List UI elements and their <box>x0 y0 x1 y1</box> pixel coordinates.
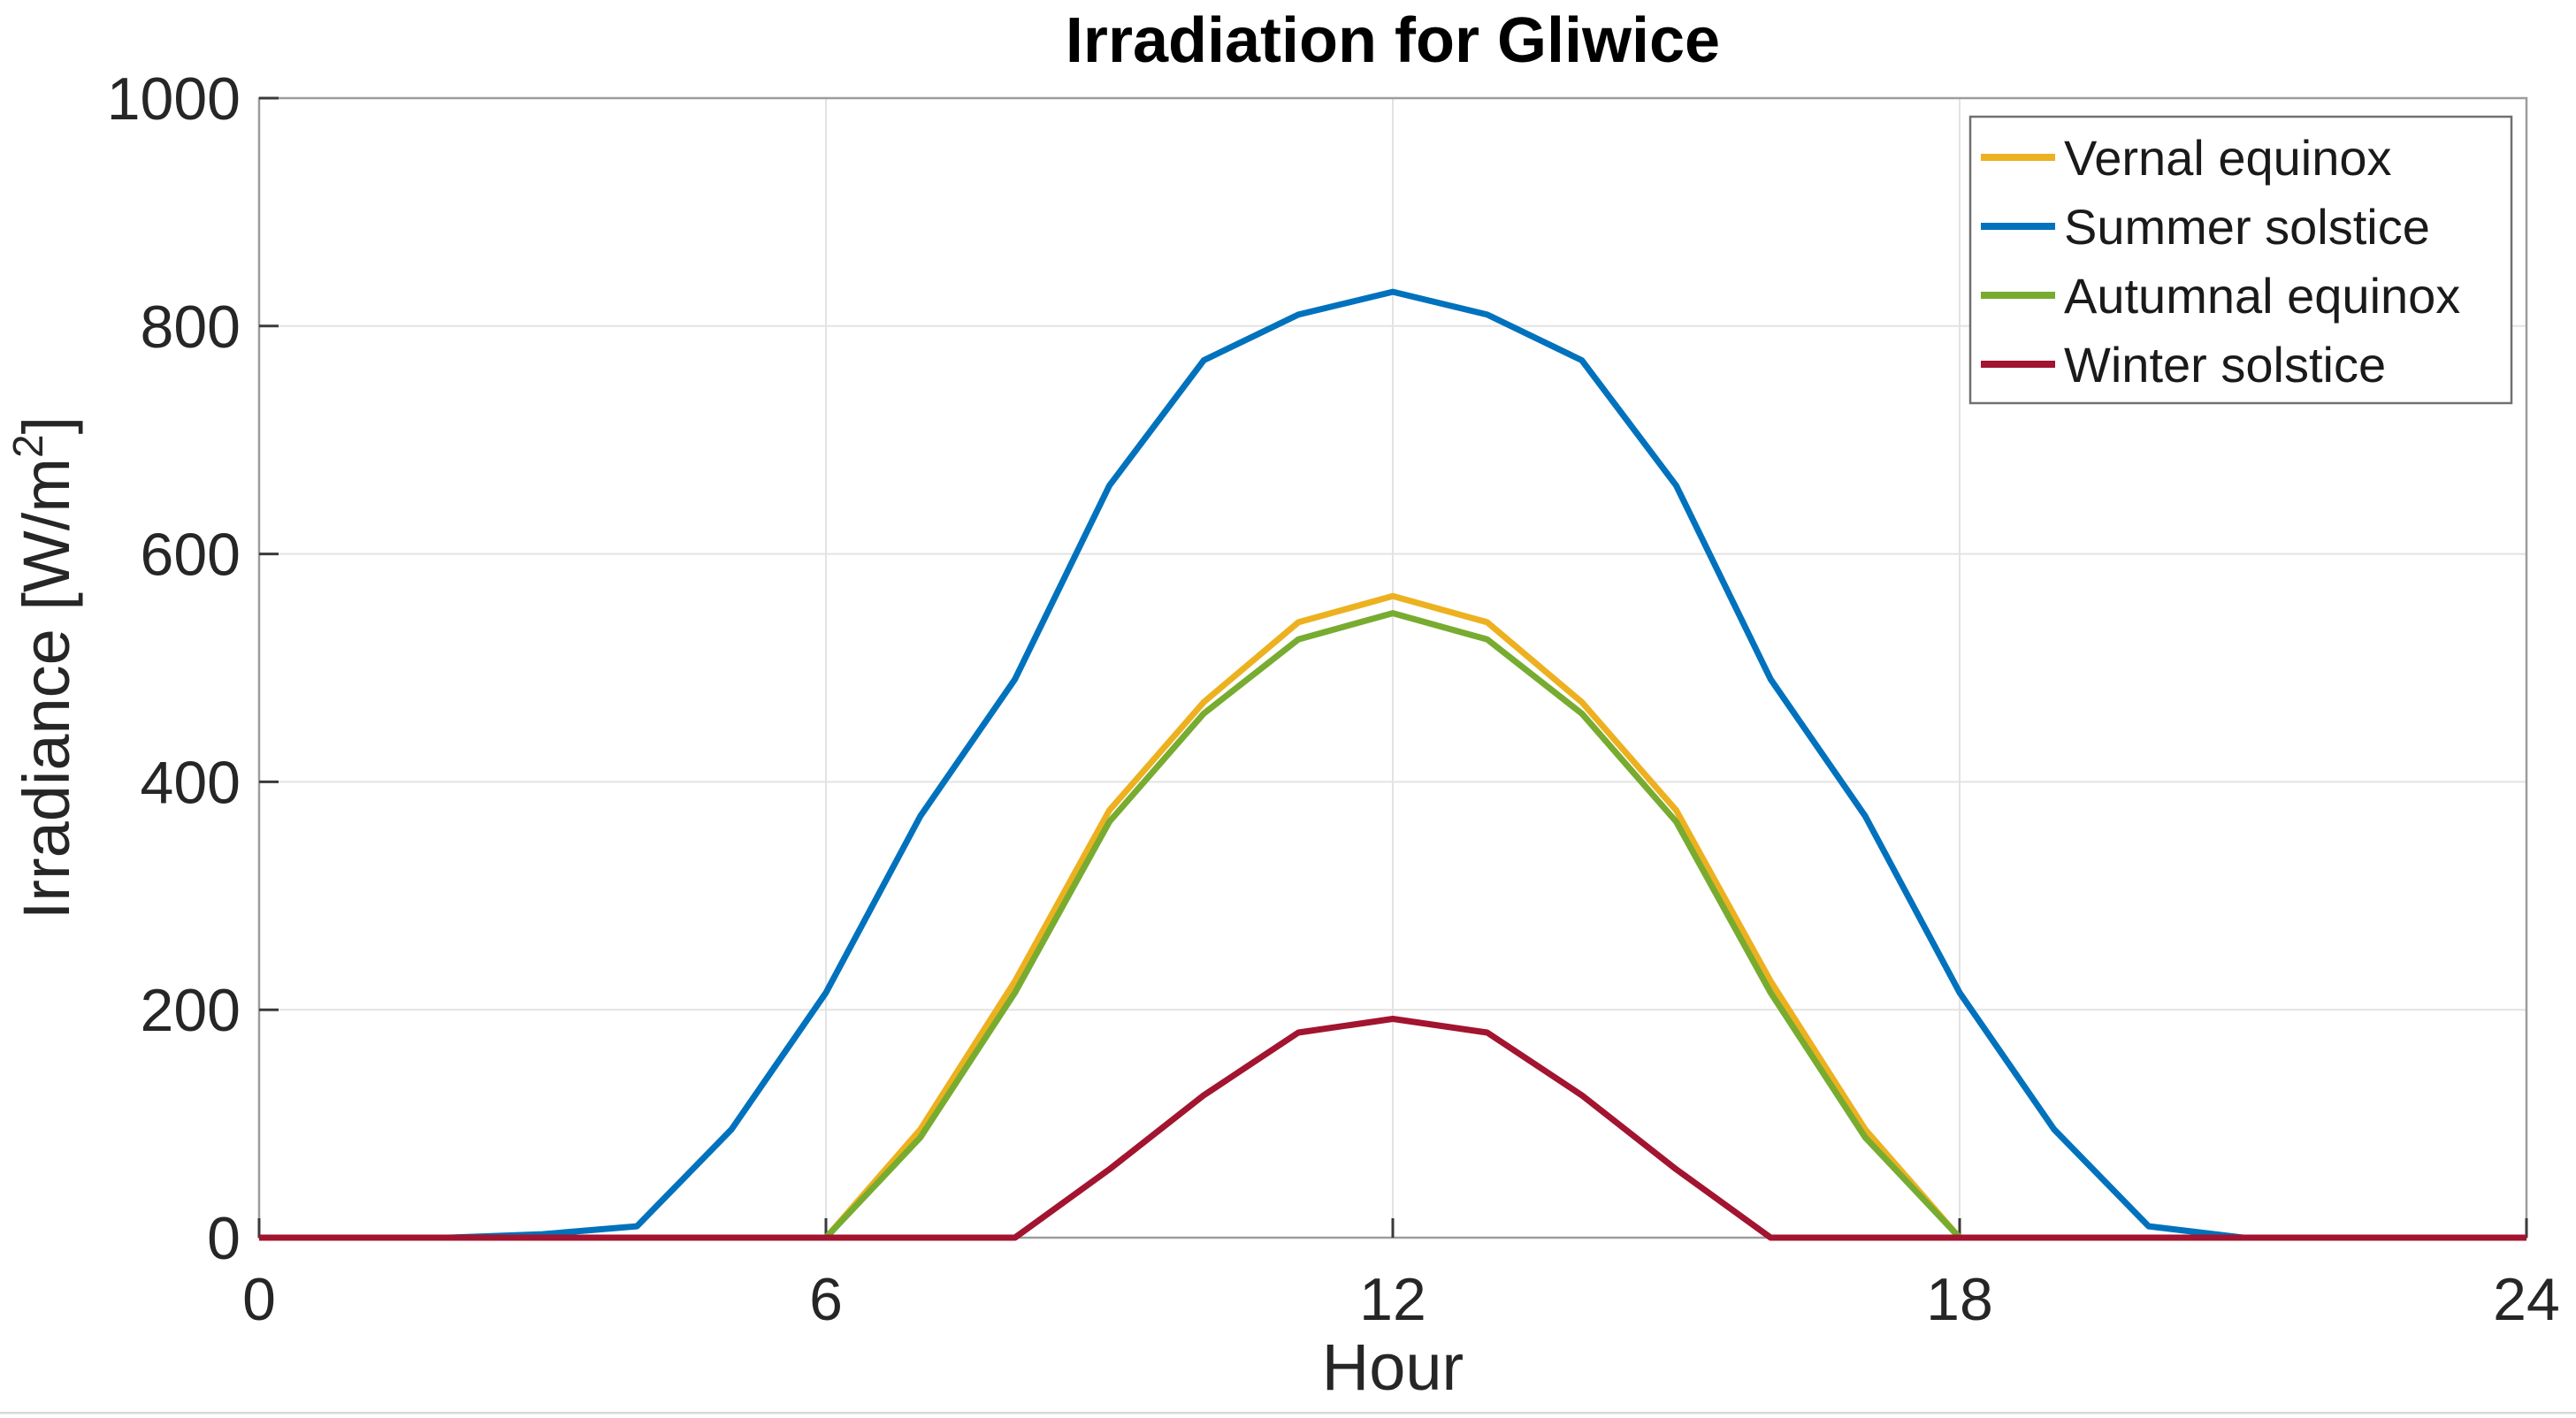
x-axis-label: Hour <box>1322 1330 1464 1404</box>
x-tick-label: 0 <box>242 1266 276 1333</box>
legend-item: Vernal equinox <box>1981 130 2392 186</box>
chart-title: Irradiation for Gliwice <box>1066 5 1720 76</box>
page-bottom-edge <box>0 1412 2576 1414</box>
x-tick-label: 6 <box>809 1266 843 1333</box>
y-axis-label: Irradiance [W/m2] <box>5 416 83 920</box>
x-tick-label: 18 <box>1926 1266 1993 1333</box>
y-tick-label: 400 <box>141 749 241 816</box>
legend-label: Vernal equinox <box>2064 130 2392 186</box>
y-tick-label: 1000 <box>107 65 241 133</box>
y-tick-label: 600 <box>141 522 241 589</box>
series-layer <box>259 288 2526 1241</box>
x-tick-label: 24 <box>2493 1266 2560 1333</box>
legend-item: Summer solstice <box>1981 199 2430 255</box>
y-tick-label: 0 <box>207 1205 241 1272</box>
legend: Vernal equinox Summer solstice Autumnal eq… <box>1968 115 2513 405</box>
legend-item: Autumnal equinox <box>1981 268 2460 324</box>
legend-box <box>1968 115 2513 405</box>
series-line-winter-solstice <box>259 1016 2526 1241</box>
x-tick-label: 12 <box>1359 1266 1426 1333</box>
superscript-2: 2 <box>5 434 52 458</box>
legend-label: Winter solstice <box>2064 337 2386 393</box>
legend-label: Autumnal equinox <box>2064 268 2460 324</box>
tick-label-layer: 0 6 12 18 24 0 200 400 600 800 1000 <box>107 65 2560 1333</box>
legend-label: Summer solstice <box>2064 199 2430 255</box>
series-line-summer-solstice <box>259 288 2526 1241</box>
y-tick-label: 800 <box>141 294 241 361</box>
legend-item: Winter solstice <box>1981 337 2386 393</box>
y-tick-label: 200 <box>141 977 241 1044</box>
